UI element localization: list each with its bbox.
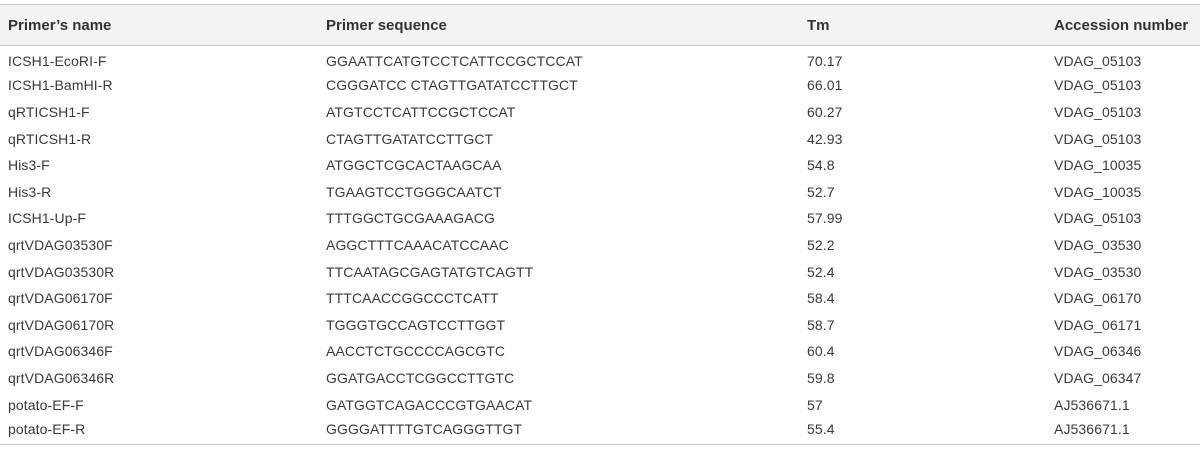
primer-name-cell: qrtVDAG03530R xyxy=(8,263,115,280)
accession-number-cell: VDAG_03530 xyxy=(1054,236,1142,253)
table-row: qrtVDAG06346F AACCTCTGCCCCAGCGTC 60.4 VDAG_… xyxy=(0,338,1200,365)
primer-sequence-cell: CGGGATCC CTAGTTGATATCCTTGCT xyxy=(326,77,578,94)
tm-cell: 42.93 xyxy=(807,130,843,147)
header-accession-number: Accession number xyxy=(1054,16,1189,34)
table-row: His3-R TGAAGTCCTGGGCAATCT 52.7 VDAG_10035 xyxy=(0,178,1200,205)
table-row: ICSH1-BamHI-R CGGGATCC CTAGTTGATATCCTTGCT… xyxy=(0,72,1200,99)
primer-sequence-cell: TTTGGCTGCGAAAGACG xyxy=(326,210,495,227)
accession-number-cell: VDAG_05103 xyxy=(1054,130,1142,147)
tm-cell: 58.4 xyxy=(807,290,835,307)
table-row: qrtVDAG06170R TGGGTGCCAGTCCTTGGT 58.7 VDAG_… xyxy=(0,311,1200,338)
table-row: His3-F ATGGCTCGCACTAAGCAA 54.8 VDAG_10035 xyxy=(0,152,1200,179)
primer-sequence-cell: AACCTCTGCCCCAGCGTC xyxy=(326,343,506,360)
primer-name-cell: qrtVDAG06170F xyxy=(8,290,113,307)
accession-number-cell: VDAG_05103 xyxy=(1054,103,1142,120)
tm-cell: 57.99 xyxy=(807,210,843,227)
tm-cell: 57 xyxy=(807,396,823,413)
primer-sequence-cell: GGAATTCATGTCCTCATTCCGCTCCAT xyxy=(326,53,583,70)
primer-sequence-cell: ATGGCTCGCACTAAGCAA xyxy=(326,157,502,174)
table-row: potato-EF-F GATGGTCAGACCCGTGAACAT 57 AJ5366… xyxy=(0,391,1200,418)
header-tm: Tm xyxy=(807,16,830,34)
accession-number-cell: AJ536671.1 xyxy=(1054,396,1130,413)
primer-sequence-cell: GATGGTCAGACCCGTGAACAT xyxy=(326,396,533,413)
accession-number-cell: VDAG_06347 xyxy=(1054,369,1142,386)
primer-name-cell: ICSH1-BamHI-R xyxy=(8,77,113,94)
accession-number-cell: AJ536671.1 xyxy=(1046,417,1200,445)
table-row: ICSH1-EcoRI-F GGAATTCATGTCCTCATTCCGCTCCAT… xyxy=(0,46,1200,73)
table-row: qrtVDAG06346R GGATGACCTCGGCCTTGTC 59.8 VDAG… xyxy=(0,365,1200,392)
primer-name-cell: qrtVDAG06170R xyxy=(8,316,115,333)
primer-sequence-cell: TGAAGTCCTGGGCAATCT xyxy=(326,183,502,200)
table-row: ICSH1-Up-F TTTGGCTGCGAAAGACG 57.99 VDAG_051… xyxy=(0,205,1200,232)
accession-number-cell: VDAG_06346 xyxy=(1054,343,1142,360)
tm-cell: 58.7 xyxy=(807,316,835,333)
primer-sequence-cell: GGATGACCTCGGCCTTGTC xyxy=(326,369,515,386)
primer-name-cell: qrtVDAG06346F xyxy=(8,343,113,360)
header-primer-name: Primer’s name xyxy=(8,16,112,34)
primer-sequence-cell: GGGGATTTTGTCAGGGTTGT xyxy=(318,417,799,445)
header-primer-sequence: Primer sequence xyxy=(326,16,447,34)
primer-sequence-cell: CTAGTTGATATCCTTGCT xyxy=(326,130,494,147)
primer-name-cell: qrtVDAG06346R xyxy=(8,369,115,386)
table-row: qrtVDAG03530F AGGCTTTCAAACATCCAAC 52.2 VDAG… xyxy=(0,232,1200,259)
accession-number-cell: VDAG_06170 xyxy=(1054,290,1142,307)
tm-cell: 60.27 xyxy=(807,103,843,120)
tm-cell: 52.7 xyxy=(807,183,835,200)
primer-name-cell: potato-EF-R xyxy=(0,417,318,445)
table-row: qRTICSH1-F ATGTCCTCATTCCGCTCCAT 60.27 VDAG_… xyxy=(0,99,1200,126)
tm-cell: 70.17 xyxy=(807,53,843,70)
primer-name-cell: potato-EF-F xyxy=(8,396,84,413)
tm-cell: 66.01 xyxy=(807,77,843,94)
accession-number-cell: VDAG_05103 xyxy=(1054,53,1142,70)
table-row: qRTICSH1-R CTAGTTGATATCCTTGCT 42.93 VDAG_05… xyxy=(0,125,1200,152)
accession-number-cell: VDAG_10035 xyxy=(1054,183,1142,200)
primer-sequence-cell: TTTCAACCGGCCCTCATT xyxy=(326,290,499,307)
accession-number-cell: VDAG_03530 xyxy=(1054,263,1142,280)
table-row: potato-EF-R GGGGATTTTGTCAGGGTTGT 55.4 AJ536… xyxy=(0,417,1200,445)
tm-cell: 52.2 xyxy=(807,236,835,253)
accession-number-cell: VDAG_10035 xyxy=(1054,157,1142,174)
primer-name-cell: qRTICSH1-F xyxy=(8,103,90,120)
primer-table: Primer’s name Primer sequence Tm Accessi… xyxy=(0,4,1200,445)
primer-name-cell: qRTICSH1-R xyxy=(8,130,92,147)
table-body: ICSH1-EcoRI-F GGAATTCATGTCCTCATTCCGCTCCAT… xyxy=(0,46,1200,445)
accession-number-cell: VDAG_06171 xyxy=(1054,316,1142,333)
primer-sequence-cell: TGGGTGCCAGTCCTTGGT xyxy=(326,316,506,333)
accession-number-cell: VDAG_05103 xyxy=(1054,210,1142,227)
primer-name-cell: ICSH1-Up-F xyxy=(8,210,87,227)
primer-sequence-cell: AGGCTTTCAAACATCCAAC xyxy=(326,236,509,253)
primer-name-cell: ICSH1-EcoRI-F xyxy=(8,53,107,70)
primer-sequence-cell: ATGTCCTCATTCCGCTCCAT xyxy=(326,103,516,120)
table-row: qrtVDAG06170F TTTCAACCGGCCCTCATT 58.4 VDAG_… xyxy=(0,285,1200,312)
tm-cell: 60.4 xyxy=(807,343,835,360)
tm-cell: 55.4 xyxy=(799,417,1046,445)
table-row: qrtVDAG03530R TTCAATAGCGAGTATGTCAGTT 52.4 V… xyxy=(0,258,1200,285)
primer-sequence-cell: TTCAATAGCGAGTATGTCAGTT xyxy=(326,263,534,280)
tm-cell: 54.8 xyxy=(807,157,835,174)
header-row: Primer’s name Primer sequence Tm Accessi… xyxy=(0,4,1200,46)
accession-number-cell: VDAG_05103 xyxy=(1054,77,1142,94)
primer-name-cell: His3-R xyxy=(8,183,52,200)
primer-name-cell: His3-F xyxy=(8,157,50,174)
tm-cell: 52.4 xyxy=(807,263,835,280)
primer-name-cell: qrtVDAG03530F xyxy=(8,236,113,253)
table-header: Primer’s name Primer sequence Tm Accessi… xyxy=(0,4,1200,46)
tm-cell: 59.8 xyxy=(807,369,835,386)
